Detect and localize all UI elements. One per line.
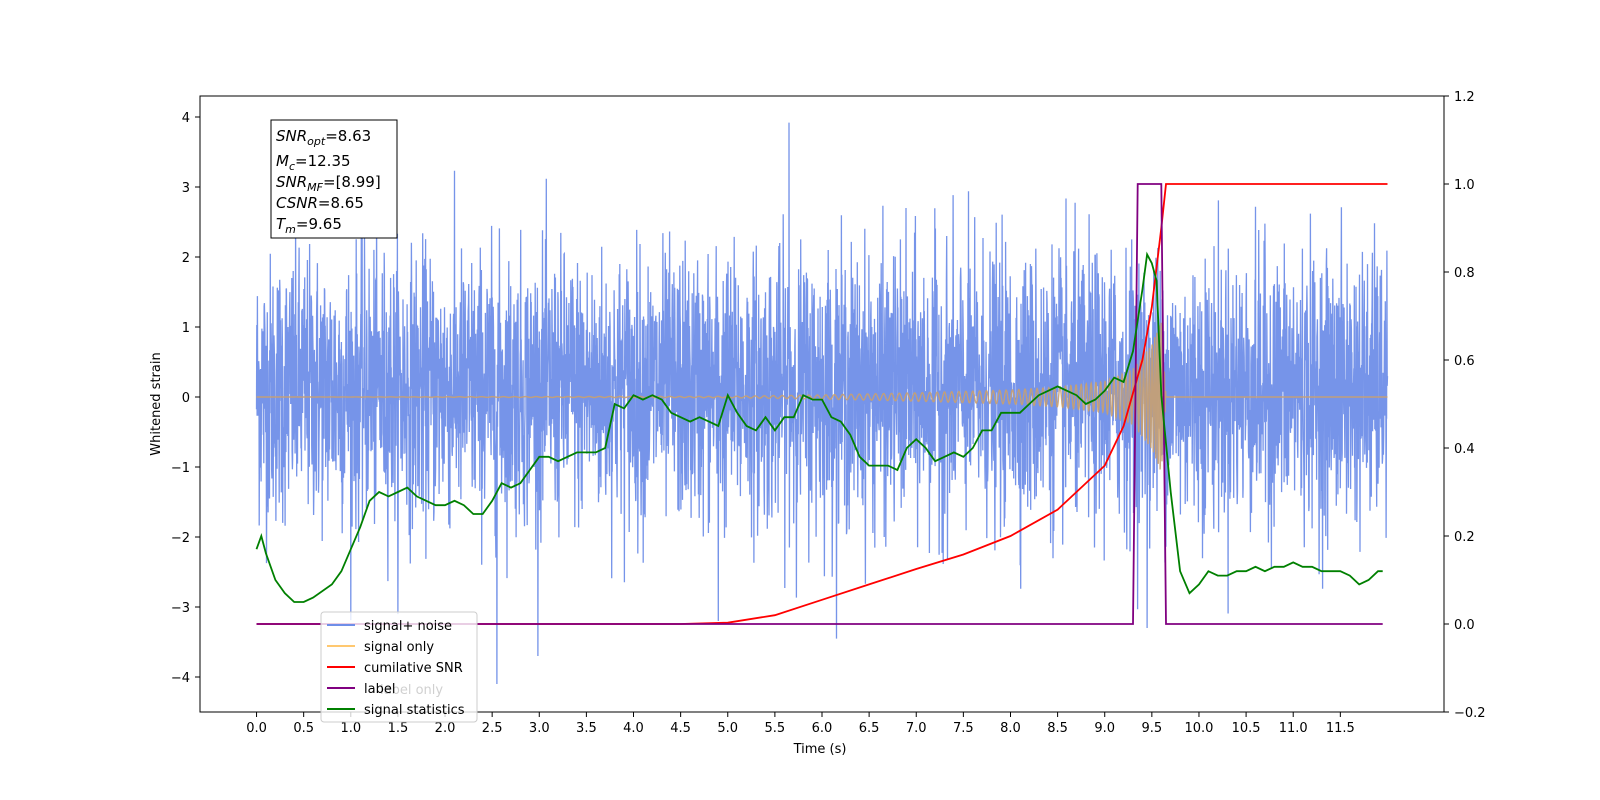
y-axis-label: Whitened strain [149, 352, 164, 455]
y2-tick-label: −0.2 [1454, 706, 1486, 721]
x-axis-label: Time (s) [793, 742, 847, 757]
y2-tick-label: 0.8 [1454, 266, 1475, 281]
y2-tick-label: 1.2 [1454, 90, 1475, 105]
x-tick-label: 7.0 [906, 721, 927, 736]
x-tick-label: 1.5 [388, 721, 409, 736]
stat-mc: Mc=12.35 [276, 152, 351, 173]
plot-layer [255, 122, 1389, 685]
series-signal-noise [255, 122, 1389, 685]
y-tick-label: −4 [171, 671, 190, 686]
y-tick-label: 3 [182, 181, 190, 196]
y-tick-label: 0 [182, 391, 190, 406]
x-tick-label: 0.0 [246, 721, 267, 736]
x-tick-label: 8.0 [1000, 721, 1021, 736]
x-tick-label: 4.0 [623, 721, 644, 736]
legend-label-cumulative-snr: cumilative SNR [364, 661, 463, 676]
x-axis-ticks: 0.0 0.5 1.0 1.5 2.0 2.5 3.0 3.5 4.0 4.5 5.0 5.5 6.0 6… [246, 712, 1355, 736]
stat-snr-mf: SNRMF=[8.99] [276, 173, 381, 194]
legend-label-signal-statistics: signal statistics [364, 703, 465, 718]
y2-tick-label: 0.0 [1454, 618, 1475, 633]
y-tick-label: 4 [182, 111, 190, 126]
x-tick-label: 6.5 [859, 721, 880, 736]
x-tick-label: 2.5 [482, 721, 503, 736]
y-tick-label: 1 [182, 321, 190, 336]
legend-frame [320, 611, 478, 723]
y2-tick-label: 1.0 [1454, 178, 1475, 193]
y-tick-label: 2 [182, 251, 190, 266]
x-tick-label: 9.0 [1094, 721, 1115, 736]
y-tick-label: −1 [171, 461, 190, 476]
stat-snr-opt: SNRopt=8.63 [276, 127, 371, 148]
series-signal-statistics [255, 251, 1383, 603]
x-tick-label: 10.0 [1184, 721, 1213, 736]
x-tick-label: 6.0 [812, 721, 833, 736]
y2-axis-ticks: 1.2 1.0 0.8 0.6 0.4 0.2 0.0 −0.2 [1444, 90, 1486, 721]
series-cumulative-snr [256, 183, 1388, 625]
x-tick-label: 8.5 [1047, 721, 1068, 736]
y2-tick-label: 0.4 [1454, 442, 1475, 457]
x-tick-label: 11.0 [1279, 721, 1308, 736]
series-group [255, 122, 1389, 685]
y2-tick-label: 0.6 [1454, 354, 1475, 369]
stat-tm: Tm=9.65 [276, 215, 342, 236]
x-tick-label: 1.0 [340, 721, 361, 736]
y-tick-label: −2 [171, 531, 190, 546]
legend-label-signal-only: signal only [364, 640, 434, 655]
x-tick-label: 0.5 [293, 721, 314, 736]
stats-box: SNRopt=8.63 Mc=12.35 SNRMF=[8.99] CSNR=8… [270, 119, 398, 239]
x-tick-label: 10.5 [1232, 721, 1261, 736]
series-label [256, 183, 1383, 625]
legend: signal+ noise signal only cumilative SNR… [320, 611, 478, 723]
x-tick-label: 4.5 [670, 721, 691, 736]
x-tick-label: 5.5 [765, 721, 786, 736]
x-tick-label: 11.5 [1326, 721, 1355, 736]
x-tick-label: 3.5 [576, 721, 597, 736]
y2-tick-label: 0.2 [1454, 530, 1475, 545]
legend-label-signal-noise: signal+ noise [364, 619, 452, 634]
x-tick-label: 9.5 [1142, 721, 1163, 736]
x-tick-label: 5.0 [717, 721, 738, 736]
y-axis-ticks: 4 3 2 1 0 −1 −2 −3 −4 [171, 111, 200, 686]
x-tick-label: 2.0 [435, 721, 456, 736]
legend-label-label: label [364, 682, 395, 697]
stat-csnr: CSNR=8.65 [276, 194, 364, 212]
legend-label-label-only: label only [380, 683, 443, 698]
x-tick-label: 3.0 [529, 721, 550, 736]
x-tick-label: 7.5 [953, 721, 974, 736]
y-tick-label: −3 [171, 601, 190, 616]
stats-box-frame [270, 119, 398, 239]
